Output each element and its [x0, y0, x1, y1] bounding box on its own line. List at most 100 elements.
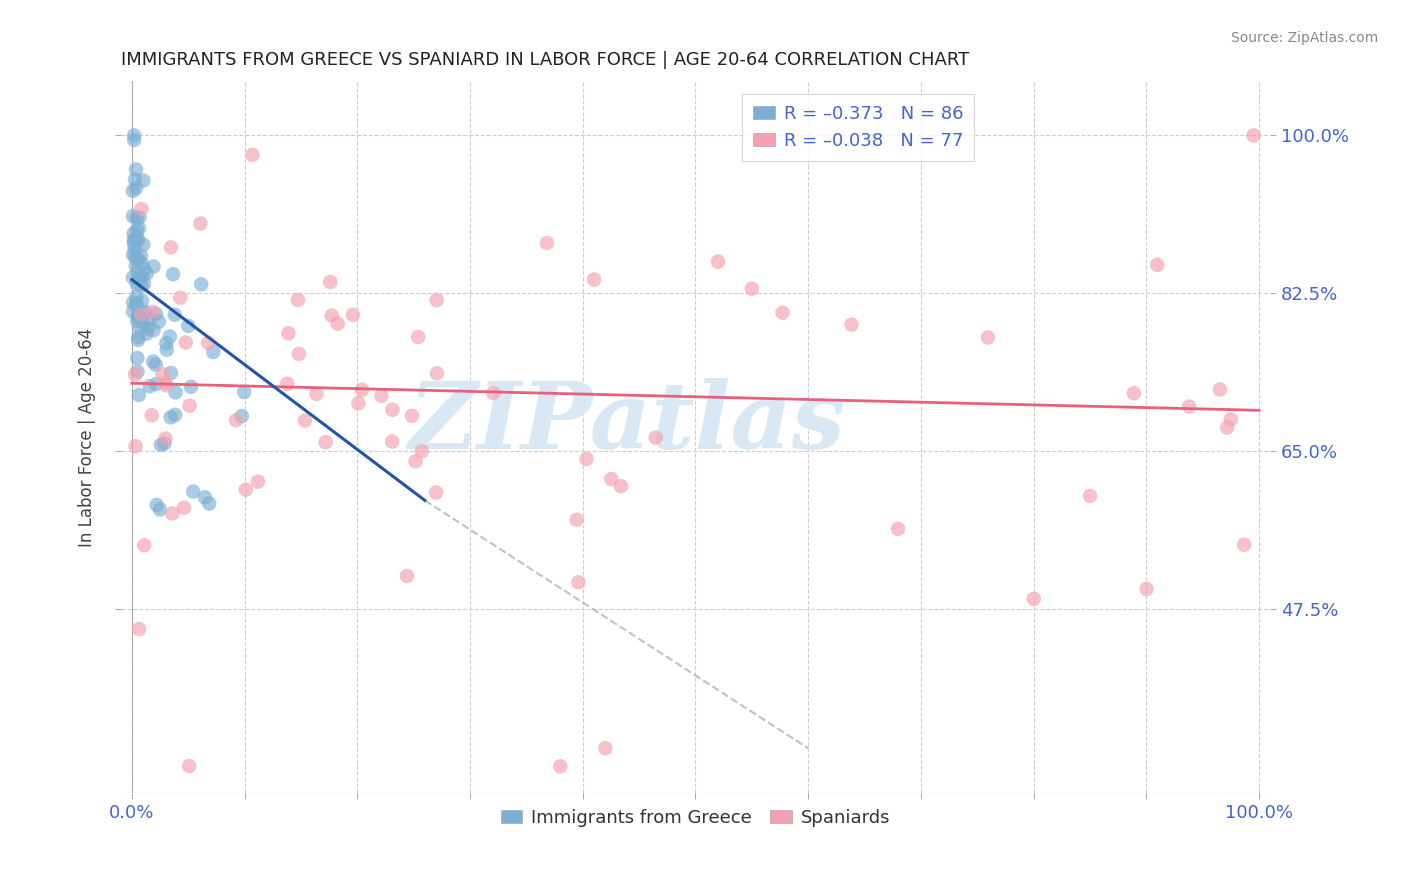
Point: [1219, 412, 1241, 426]
Point: [246, 475, 269, 489]
Point: [162, 267, 184, 281]
Point: [575, 451, 598, 466]
Point: [395, 569, 418, 583]
Point: [315, 435, 337, 450]
Point: [350, 383, 373, 397]
Point: [132, 277, 155, 291]
Point: [198, 496, 221, 510]
Point: [134, 262, 156, 277]
Point: [159, 329, 181, 343]
Point: [156, 343, 179, 357]
Point: [565, 513, 588, 527]
Point: [145, 307, 167, 321]
Point: [174, 335, 197, 350]
Point: [127, 365, 149, 379]
Point: [177, 318, 200, 333]
Point: [1122, 386, 1144, 401]
Point: [145, 498, 167, 512]
Point: [405, 454, 427, 468]
Point: [401, 409, 423, 423]
Point: [294, 413, 316, 427]
Point: [122, 295, 145, 310]
Point: [131, 293, 153, 308]
Point: [128, 388, 150, 402]
Point: [124, 368, 146, 382]
Point: [138, 312, 160, 326]
Point: [165, 408, 187, 422]
Point: [135, 326, 157, 341]
Point: [129, 320, 152, 334]
Point: [225, 413, 247, 427]
Point: [128, 252, 150, 267]
Point: [190, 217, 212, 231]
Point: [122, 270, 145, 285]
Point: [179, 759, 201, 773]
Point: [1135, 582, 1157, 596]
Point: [1233, 538, 1256, 552]
Point: [1022, 591, 1045, 606]
Text: Source: ZipAtlas.com: Source: ZipAtlas.com: [1230, 31, 1378, 45]
Point: [122, 184, 145, 198]
Point: [321, 309, 343, 323]
Point: [1216, 420, 1239, 434]
Point: [145, 358, 167, 372]
Point: [129, 249, 152, 263]
Point: [142, 354, 165, 368]
Point: [122, 248, 145, 262]
Point: [425, 485, 447, 500]
Point: [135, 266, 157, 280]
Point: [124, 172, 146, 186]
Point: [129, 307, 152, 321]
Point: [231, 409, 253, 423]
Point: [128, 330, 150, 344]
Point: [138, 379, 160, 393]
Point: [342, 308, 364, 322]
Point: [125, 298, 148, 312]
Point: [127, 314, 149, 328]
Point: [127, 264, 149, 278]
Point: [567, 575, 589, 590]
Point: [600, 472, 623, 486]
Point: [122, 233, 145, 247]
Point: [125, 162, 148, 177]
Point: [1209, 383, 1232, 397]
Point: [125, 223, 148, 237]
Point: [145, 377, 167, 392]
Point: [132, 237, 155, 252]
Point: [122, 236, 145, 251]
Point: [125, 290, 148, 304]
Point: [125, 277, 148, 291]
Point: [319, 275, 342, 289]
Point: [136, 321, 159, 335]
Point: [124, 439, 146, 453]
Point: [610, 479, 633, 493]
Point: [122, 304, 145, 318]
Point: [122, 133, 145, 147]
Point: [426, 293, 449, 308]
Point: [125, 211, 148, 226]
Point: [149, 438, 172, 452]
Point: [595, 741, 617, 756]
Point: [141, 409, 163, 423]
Point: [127, 333, 149, 347]
Point: [160, 366, 183, 380]
Point: [887, 522, 910, 536]
Point: [180, 380, 202, 394]
Point: [122, 128, 145, 143]
Point: [131, 315, 153, 329]
Point: [977, 330, 1000, 344]
Point: [548, 759, 571, 773]
Point: [131, 269, 153, 284]
Point: [741, 282, 763, 296]
Point: [128, 308, 150, 322]
Point: [381, 402, 404, 417]
Point: [131, 202, 153, 216]
Point: [127, 230, 149, 244]
Point: [165, 385, 187, 400]
Point: [1078, 489, 1101, 503]
Point: [131, 256, 153, 270]
Point: [128, 622, 150, 636]
Point: [122, 227, 145, 241]
Point: [1243, 128, 1265, 143]
Point: [155, 376, 177, 390]
